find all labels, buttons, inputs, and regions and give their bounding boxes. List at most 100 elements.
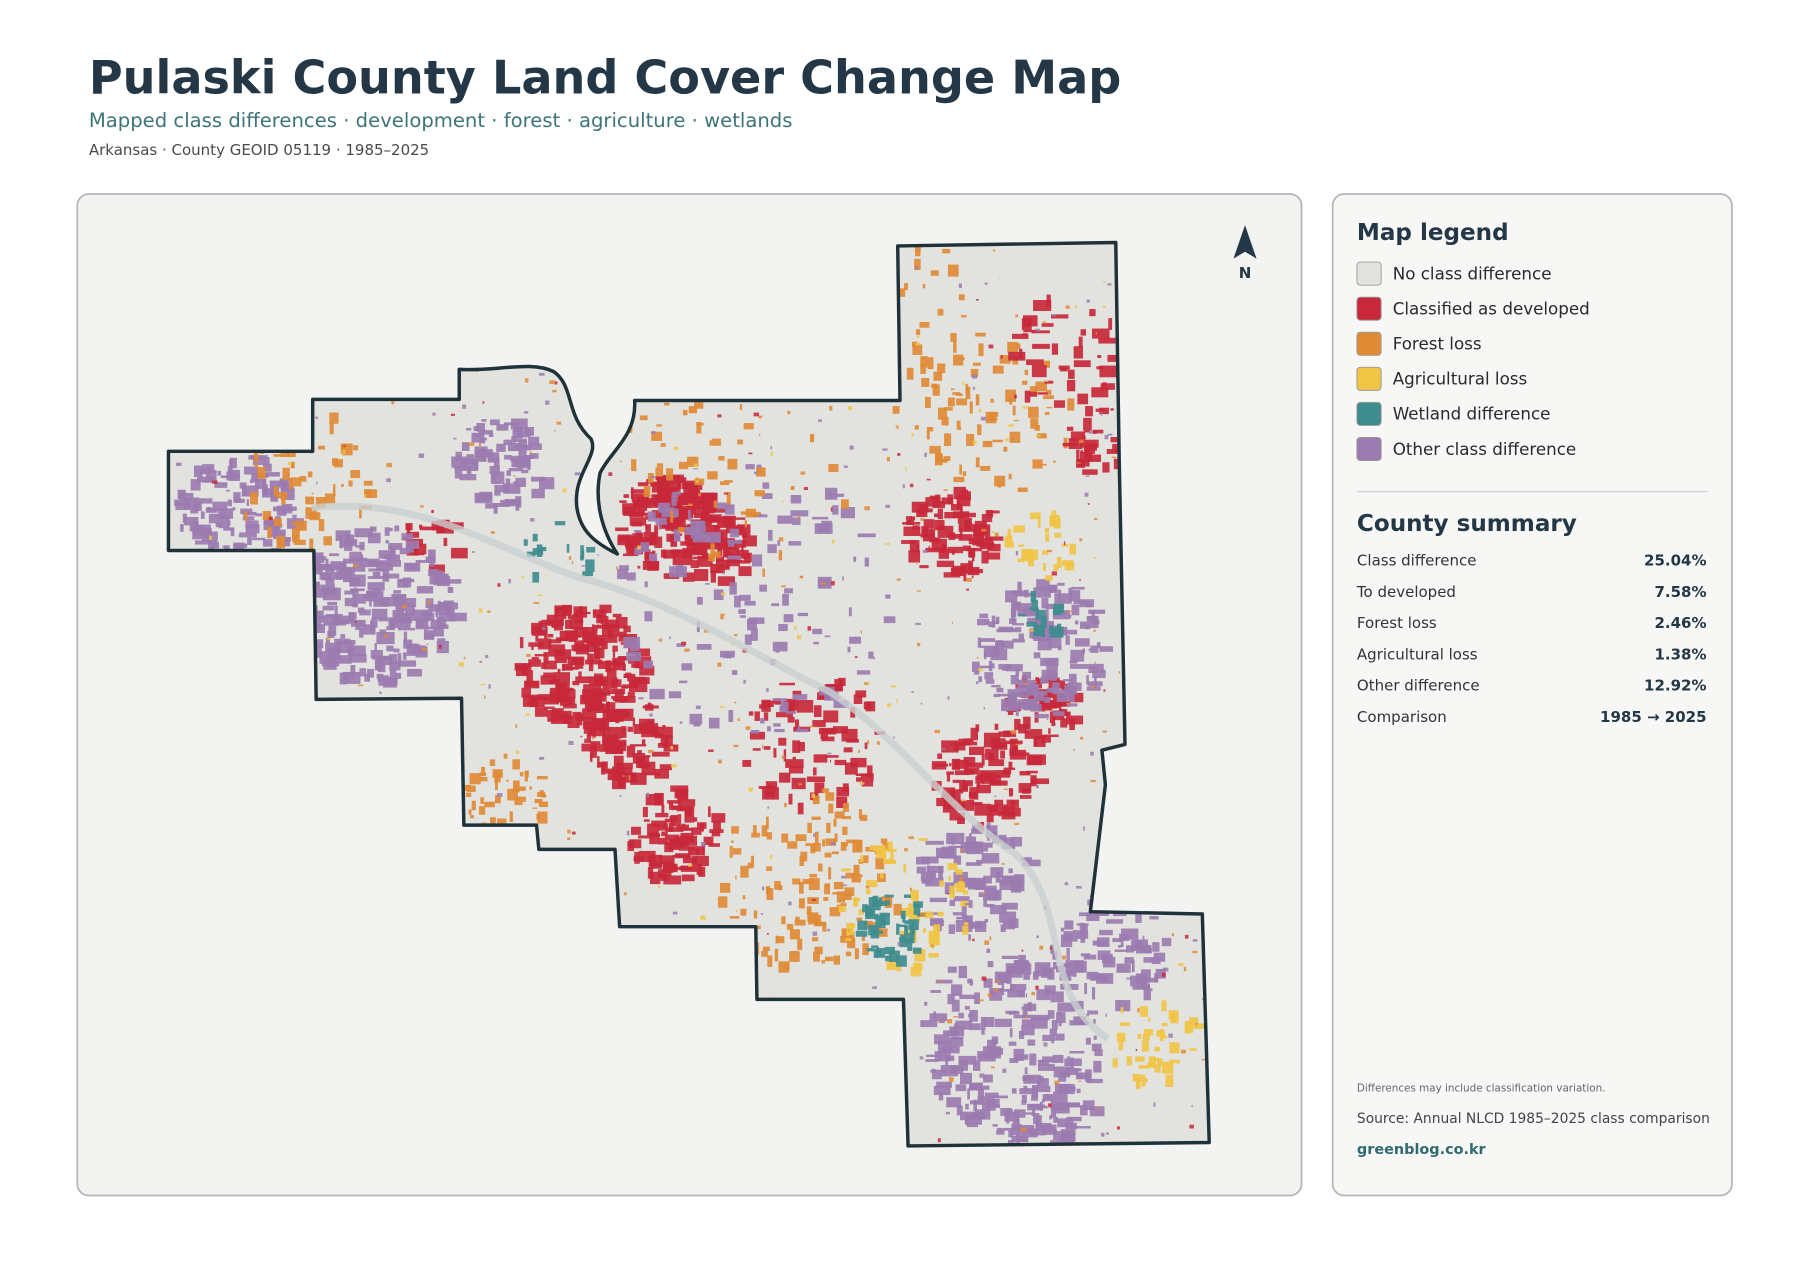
change-patch bbox=[265, 472, 280, 477]
change-patch bbox=[928, 953, 939, 958]
change-patch bbox=[953, 855, 962, 865]
change-patch bbox=[886, 958, 898, 971]
change-patch bbox=[950, 333, 957, 342]
change-patch bbox=[1093, 619, 1100, 625]
change-patch bbox=[281, 503, 293, 514]
change-patch bbox=[972, 661, 980, 672]
change-patch bbox=[980, 638, 996, 642]
change-patch bbox=[670, 517, 686, 523]
change-patch bbox=[544, 706, 555, 710]
change-speck bbox=[1028, 629, 1034, 632]
change-patch bbox=[363, 480, 373, 486]
change-patch bbox=[1091, 611, 1095, 622]
change-patch bbox=[954, 741, 966, 751]
change-patch bbox=[541, 662, 546, 669]
change-patch bbox=[538, 801, 549, 808]
change-speck bbox=[578, 635, 581, 638]
change-patch bbox=[930, 1069, 946, 1073]
change-patch bbox=[583, 695, 592, 704]
change-patch bbox=[750, 855, 755, 868]
link[interactable]: greenblog.co.kr bbox=[1357, 1142, 1487, 1158]
change-patch bbox=[581, 743, 597, 752]
change-patch bbox=[1040, 678, 1044, 684]
change-patch bbox=[728, 542, 735, 547]
change-patch bbox=[1083, 430, 1091, 433]
change-speck bbox=[358, 684, 364, 687]
summary-value: 12.92% bbox=[1644, 677, 1706, 695]
change-patch bbox=[1144, 1077, 1148, 1083]
change-speck bbox=[978, 408, 982, 412]
change-patch bbox=[995, 770, 1011, 778]
change-patch bbox=[660, 735, 673, 746]
change-speck bbox=[811, 899, 817, 901]
change-patch bbox=[972, 824, 979, 832]
change-patch bbox=[855, 930, 868, 937]
change-speck bbox=[966, 588, 970, 591]
change-patch bbox=[636, 496, 647, 500]
change-speck bbox=[646, 792, 649, 797]
change-speck bbox=[1011, 729, 1017, 735]
change-patch bbox=[994, 799, 1004, 806]
change-patch bbox=[612, 645, 618, 652]
change-patch bbox=[745, 464, 755, 470]
change-patch bbox=[215, 522, 222, 528]
change-patch bbox=[521, 687, 531, 698]
change-patch bbox=[855, 690, 867, 698]
change-speck bbox=[775, 650, 780, 653]
change-patch bbox=[947, 397, 955, 407]
change-patch bbox=[681, 874, 695, 882]
change-patch bbox=[1001, 902, 1018, 910]
change-patch bbox=[656, 463, 664, 468]
change-speck bbox=[384, 633, 388, 638]
change-patch bbox=[575, 609, 581, 615]
change-patch bbox=[1019, 795, 1032, 799]
change-patch bbox=[1068, 614, 1072, 619]
change-patch bbox=[972, 1083, 981, 1091]
change-patch bbox=[349, 551, 362, 562]
change-patch bbox=[935, 494, 941, 506]
change-patch bbox=[1066, 715, 1084, 725]
change-speck bbox=[983, 707, 985, 710]
change-patch bbox=[766, 832, 773, 840]
change-speck bbox=[812, 931, 818, 936]
change-patch bbox=[241, 485, 259, 497]
change-patch bbox=[965, 862, 982, 866]
change-patch bbox=[1047, 690, 1054, 698]
change-patch bbox=[678, 461, 689, 470]
change-patch bbox=[1042, 1034, 1056, 1042]
change-patch bbox=[1008, 1041, 1017, 1046]
change-patch bbox=[364, 673, 371, 682]
change-speck bbox=[554, 381, 558, 385]
change-speck bbox=[552, 389, 557, 393]
change-speck bbox=[1047, 549, 1053, 553]
change-speck bbox=[759, 434, 761, 436]
change-patch bbox=[629, 517, 647, 526]
change-patch bbox=[888, 950, 900, 963]
change-patch bbox=[315, 589, 327, 598]
change-speck bbox=[811, 793, 816, 798]
change-speck bbox=[478, 442, 482, 447]
change-speck bbox=[1080, 736, 1084, 740]
change-patch bbox=[798, 898, 805, 909]
change-patch bbox=[1083, 417, 1092, 431]
change-speck bbox=[905, 466, 907, 472]
change-patch bbox=[957, 817, 965, 824]
change-patch bbox=[362, 624, 376, 635]
change-patch bbox=[1052, 711, 1065, 716]
change-patch bbox=[1038, 637, 1048, 641]
change-patch bbox=[1193, 1023, 1205, 1029]
change-patch bbox=[689, 713, 703, 725]
change-patch bbox=[975, 1109, 991, 1120]
change-patch bbox=[1118, 1041, 1124, 1051]
change-speck bbox=[496, 793, 503, 797]
change-speck bbox=[525, 378, 529, 383]
change-patch bbox=[871, 922, 878, 925]
change-patch bbox=[667, 800, 681, 804]
change-patch bbox=[704, 511, 710, 515]
change-patch bbox=[988, 759, 1005, 767]
change-patch bbox=[603, 726, 622, 739]
change-patch bbox=[597, 688, 611, 696]
change-patch bbox=[768, 529, 773, 541]
